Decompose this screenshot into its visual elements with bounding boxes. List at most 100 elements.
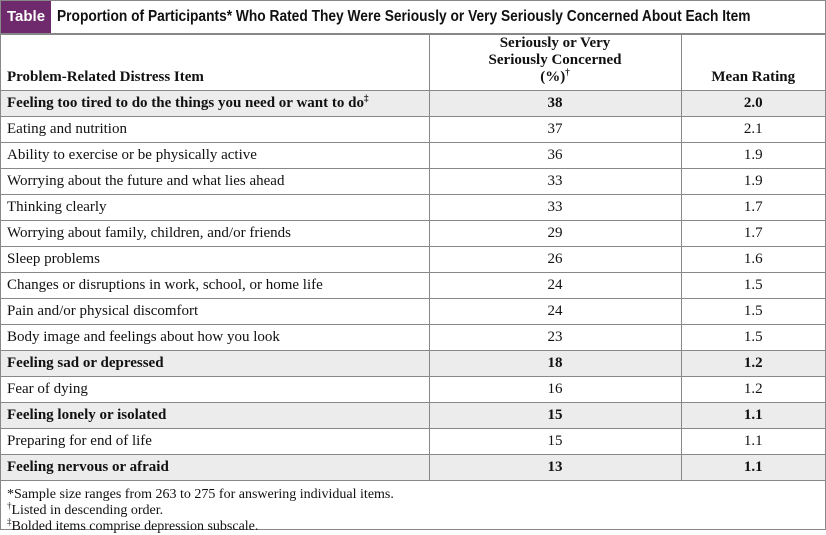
mean-cell: 2.0 [680, 90, 825, 117]
footnote-text: Bolded items comprise depression subscal… [11, 519, 259, 534]
item-footnote-mark: ‡ [363, 93, 369, 103]
item-text: Eating and nutrition [7, 121, 127, 137]
item-cell: Thinking clearly [1, 194, 430, 221]
item-cell: Sleep problems [1, 246, 430, 273]
percent-cell: 23 [428, 324, 682, 351]
mean-cell: 1.1 [680, 454, 825, 481]
item-cell: Changes or disruptions in work, school, … [1, 272, 430, 299]
item-text: Ability to exercise or be physically act… [7, 147, 257, 163]
item-cell: Ability to exercise or be physically act… [1, 142, 430, 169]
item-cell: Worrying about family, children, and/or … [1, 220, 430, 247]
item-cell: Feeling nervous or afraid [1, 454, 430, 481]
table-row: Ability to exercise or be physically act… [1, 142, 825, 169]
mean-cell: 1.9 [680, 168, 825, 195]
percent-cell: 18 [428, 350, 682, 377]
item-cell: Feeling too tired to do the things you n… [1, 90, 430, 117]
footnote-mark: † [7, 500, 12, 511]
mean-cell: 1.6 [680, 246, 825, 273]
table-row: Body image and feelings about how you lo… [1, 324, 825, 351]
item-cell: Feeling sad or depressed [1, 350, 430, 377]
table-row: Changes or disruptions in work, school, … [1, 272, 825, 299]
item-text: Worrying about the future and what lies … [7, 173, 285, 189]
percent-cell: 37 [428, 116, 682, 143]
mean-cell: 1.7 [680, 194, 825, 221]
item-cell: Pain and/or physical discomfort [1, 298, 430, 325]
percent-cell: 29 [428, 220, 682, 247]
item-cell: Fear of dying [1, 376, 430, 403]
percent-cell: 33 [428, 194, 682, 221]
footnote-mark: ‡ [7, 516, 12, 527]
mean-cell: 1.1 [680, 428, 825, 455]
table-row: Sleep problems 26 1.6 [1, 246, 825, 273]
table-row: Fear of dying 16 1.2 [1, 376, 825, 403]
table-label: Table 3 [1, 1, 52, 57]
data-table: Problem-Related Distress Item Seriously o… [1, 34, 825, 481]
percent-cell: 33 [428, 168, 682, 195]
mean-cell: 1.9 [680, 142, 825, 169]
table-row: Thinking clearly 33 1.7 [1, 194, 825, 221]
table-body: Feeling too tired to do the things you n… [1, 90, 825, 481]
percent-cell: 24 [428, 272, 682, 299]
mean-cell: 1.7 [680, 220, 825, 247]
footnote: ‡Bolded items comprise depression subsca… [7, 516, 819, 535]
header-row: Problem-Related Distress Item Seriously o… [1, 34, 825, 91]
percent-cell: 26 [428, 246, 682, 273]
item-text: Body image and feelings about how you lo… [7, 329, 280, 345]
item-cell: Preparing for end of life [1, 428, 430, 455]
item-cell: Body image and feelings about how you lo… [1, 324, 430, 351]
footnote: *Sample size ranges from 263 to 275 for … [7, 487, 819, 503]
percent-cell: 24 [428, 298, 682, 325]
mean-cell: 1.5 [680, 324, 825, 351]
table-row: Worrying about the future and what lies … [1, 168, 825, 195]
item-text: Feeling lonely or isolated [7, 407, 167, 423]
table-row: Feeling too tired to do the things you n… [1, 90, 825, 117]
item-text: Sleep problems [7, 251, 100, 267]
footnotes: *Sample size ranges from 263 to 275 for … [1, 481, 825, 535]
mean-cell: 1.2 [680, 350, 825, 377]
mean-cell: 1.5 [680, 272, 825, 299]
table-row: Feeling lonely or isolated 15 1.1 [1, 402, 825, 429]
table-row: Pain and/or physical discomfort 24 1.5 [1, 298, 825, 325]
column-header: Mean Rating [680, 34, 825, 91]
item-text: Thinking clearly [7, 199, 107, 215]
mean-cell: 1.1 [680, 402, 825, 429]
percent-cell: 36 [428, 142, 682, 169]
item-text: Preparing for end of life [7, 433, 152, 449]
item-cell: Feeling lonely or isolated [1, 402, 430, 429]
header-text: Mean Rating [711, 69, 796, 85]
mean-cell: 2.1 [680, 116, 825, 143]
item-text: Pain and/or physical discomfort [7, 303, 199, 319]
percent-cell: 13 [428, 454, 682, 481]
percent-cell: 16 [428, 376, 682, 403]
header-text: Problem-Related Distress Item [7, 69, 204, 85]
percent-cell: 38 [428, 90, 682, 117]
table-row: Eating and nutrition 37 2.1 [1, 116, 825, 143]
table-title: Proportion of Participants* Who Rated Th… [57, 8, 751, 25]
item-text: Worrying about family, children, and/or … [7, 225, 291, 241]
header-text: Seriously or Very Seriously Concerned (%… [488, 35, 622, 85]
item-text: Feeling sad or depressed [7, 355, 164, 371]
mean-cell: 1.2 [680, 376, 825, 403]
header-footnote-mark: † [565, 67, 570, 77]
title-bar: Table 3 Proportion of Participants* Who … [1, 1, 825, 57]
table-row: Feeling sad or depressed 18 1.2 [1, 350, 825, 377]
percent-cell: 15 [428, 428, 682, 455]
footnote-text: Sample size ranges from 263 to 275 for a… [14, 487, 394, 502]
footnote-mark: * [7, 487, 14, 502]
item-cell: Worrying about the future and what lies … [1, 168, 430, 195]
table-row: Preparing for end of life 15 1.1 [1, 428, 825, 455]
item-text: Feeling nervous or afraid [7, 459, 169, 475]
column-header: Seriously or Very Seriously Concerned (%… [428, 34, 682, 91]
footnote: †Listed in descending order. [7, 500, 819, 519]
footnote-text: Listed in descending order. [11, 503, 164, 518]
item-text: Changes or disruptions in work, school, … [7, 277, 323, 293]
table-row: Feeling nervous or afraid 13 1.1 [1, 454, 825, 481]
item-cell: Eating and nutrition [1, 116, 430, 143]
mean-cell: 1.5 [680, 298, 825, 325]
percent-cell: 15 [428, 402, 682, 429]
item-text: Fear of dying [7, 381, 88, 397]
column-header: Problem-Related Distress Item [1, 34, 430, 91]
item-text: Feeling too tired to do the things you n… [7, 95, 364, 111]
table-row: Worrying about family, children, and/or … [1, 220, 825, 247]
